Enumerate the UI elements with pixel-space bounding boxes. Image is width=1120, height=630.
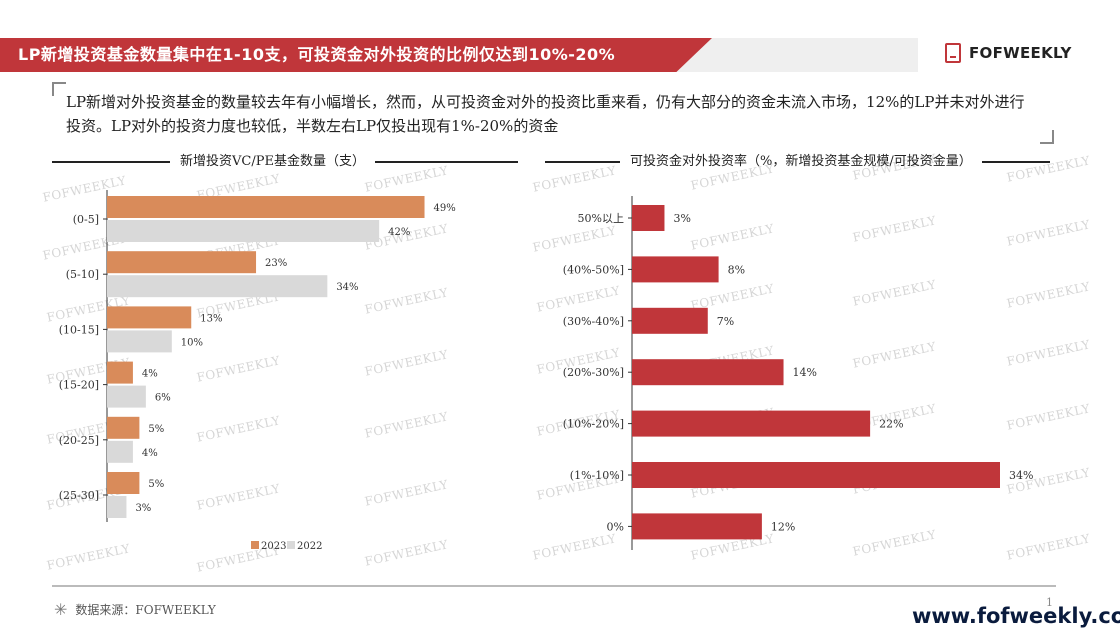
chart-2-title-text: 可投资金对外投资率（%，新增投资基金规模/可投资金量） bbox=[630, 154, 972, 169]
chart-1-legend-swatch-2023 bbox=[251, 541, 259, 549]
chart-2-data-label: 22% bbox=[879, 418, 903, 431]
title-rule-right bbox=[374, 161, 518, 163]
chart-1-category-label: (5-10] bbox=[66, 268, 99, 281]
chart-1-category-label: (0-5] bbox=[73, 213, 99, 226]
chart-2-bar bbox=[632, 307, 708, 334]
chart-1-bar-2022 bbox=[107, 220, 380, 242]
chart-1-bar-2022 bbox=[107, 496, 127, 518]
chart-1-data-label: 5% bbox=[148, 479, 164, 490]
chart-1-data-label: 23% bbox=[265, 258, 287, 269]
chart-2-title: 可投资金对外投资率（%，新增投资基金规模/可投资金量） bbox=[545, 150, 1050, 174]
chart-2-bar bbox=[632, 513, 762, 540]
chart-1-data-label: 4% bbox=[142, 448, 158, 459]
chart-1-category-label: (20-25] bbox=[59, 434, 99, 447]
chart-1-bar-2023 bbox=[107, 416, 140, 439]
title-rule-right bbox=[981, 161, 1050, 163]
chart-2-data-label: 3% bbox=[673, 212, 690, 225]
chart-1-bar-2023 bbox=[107, 472, 140, 494]
chart-1-data-label: 3% bbox=[135, 503, 151, 514]
chart-2-data-label: 34% bbox=[1009, 469, 1033, 482]
chart-2-category-label: 0% bbox=[607, 520, 624, 533]
chart-1-legend-swatch-2022 bbox=[287, 541, 295, 549]
chart-2-data-label: 12% bbox=[771, 520, 795, 533]
chart-2-category-label: (30%-40%] bbox=[563, 315, 624, 328]
chart-1-bar-2023 bbox=[107, 306, 192, 329]
chart-2-category-label: (20%-30%] bbox=[563, 366, 624, 379]
chart-1-bar-2022 bbox=[107, 440, 133, 463]
page-number: 1 bbox=[1046, 596, 1053, 609]
chart-1-data-label: 6% bbox=[155, 393, 171, 404]
chart-1-data-label: 49% bbox=[434, 203, 456, 214]
logo-icon bbox=[945, 43, 961, 63]
chart-2-category-label: (10%-20%] bbox=[563, 418, 624, 431]
page-title: LP新增投资基金数量集中在1-10支，可投资金对外投资的比例仅达到10%-20% bbox=[0, 38, 712, 72]
chart-2-bar bbox=[632, 359, 784, 386]
chart-1-legend-label-2022: 2022 bbox=[297, 541, 322, 552]
chart-2-data-label: 14% bbox=[793, 366, 817, 379]
chart-1-data-label: 13% bbox=[200, 313, 222, 324]
site-url[interactable]: www.fofweekly.com bbox=[912, 604, 1120, 628]
chart-1-category-label: (15-20] bbox=[59, 379, 99, 392]
chart-1-bar-2023 bbox=[107, 251, 257, 274]
chart-1-category-label: (25-30] bbox=[59, 489, 99, 502]
chart-1-data-label: 42% bbox=[388, 227, 410, 238]
summary-text: LP新增对外投资基金的数量较去年有小幅增长，然而，从可投资金对外的投资比重来看，… bbox=[66, 93, 1025, 135]
chart-1-data-label: 10% bbox=[181, 337, 203, 348]
chart-1-data-label: 4% bbox=[142, 369, 158, 380]
chart-1-bar-2023 bbox=[107, 196, 425, 218]
source-text: 数据来源：FOFWEEKLY bbox=[75, 603, 216, 617]
title-rule-left bbox=[52, 161, 170, 163]
chart-2-category-label: (1%-10%] bbox=[570, 469, 624, 482]
chart-2-category-label: 50%以上 bbox=[578, 212, 624, 225]
bracket-bottom-right bbox=[1040, 130, 1054, 144]
chart-2-bar bbox=[632, 205, 665, 231]
burst-icon: ✳ bbox=[54, 600, 68, 619]
chart-2-data-label: 7% bbox=[717, 315, 734, 328]
chart-1-bar-2022 bbox=[107, 275, 328, 298]
chart-1-category-label: (10-15] bbox=[59, 323, 99, 336]
title-rule-left bbox=[545, 161, 620, 163]
chart-2-bar bbox=[632, 410, 871, 437]
chart-1-bar-2022 bbox=[107, 385, 146, 408]
brand-logo[interactable]: FOFWEEKLY bbox=[945, 43, 1072, 63]
chart-1-bar-2022 bbox=[107, 330, 172, 353]
logo-text: FOFWEEKLY bbox=[969, 44, 1072, 62]
chart-1-legend-label-2023: 2023 bbox=[261, 541, 286, 552]
bracket-top-left bbox=[52, 82, 66, 96]
footer-divider bbox=[52, 585, 1056, 587]
chart-1-bar-2023 bbox=[107, 361, 133, 384]
chart-2-category-label: (40%-50%] bbox=[563, 263, 624, 276]
chart-2-bar bbox=[632, 256, 719, 283]
source-note: ✳ 数据来源：FOFWEEKLY bbox=[54, 600, 216, 619]
chart-1-data-label: 34% bbox=[336, 282, 358, 293]
chart-1-data-label: 5% bbox=[148, 424, 164, 435]
chart-2-bar bbox=[632, 462, 1000, 488]
chart-2-data-label: 8% bbox=[728, 263, 745, 276]
chart-1-title: 新增投资VC/PE基金数量（支） bbox=[52, 150, 518, 174]
chart-1-title-text: 新增投资VC/PE基金数量（支） bbox=[180, 154, 365, 169]
